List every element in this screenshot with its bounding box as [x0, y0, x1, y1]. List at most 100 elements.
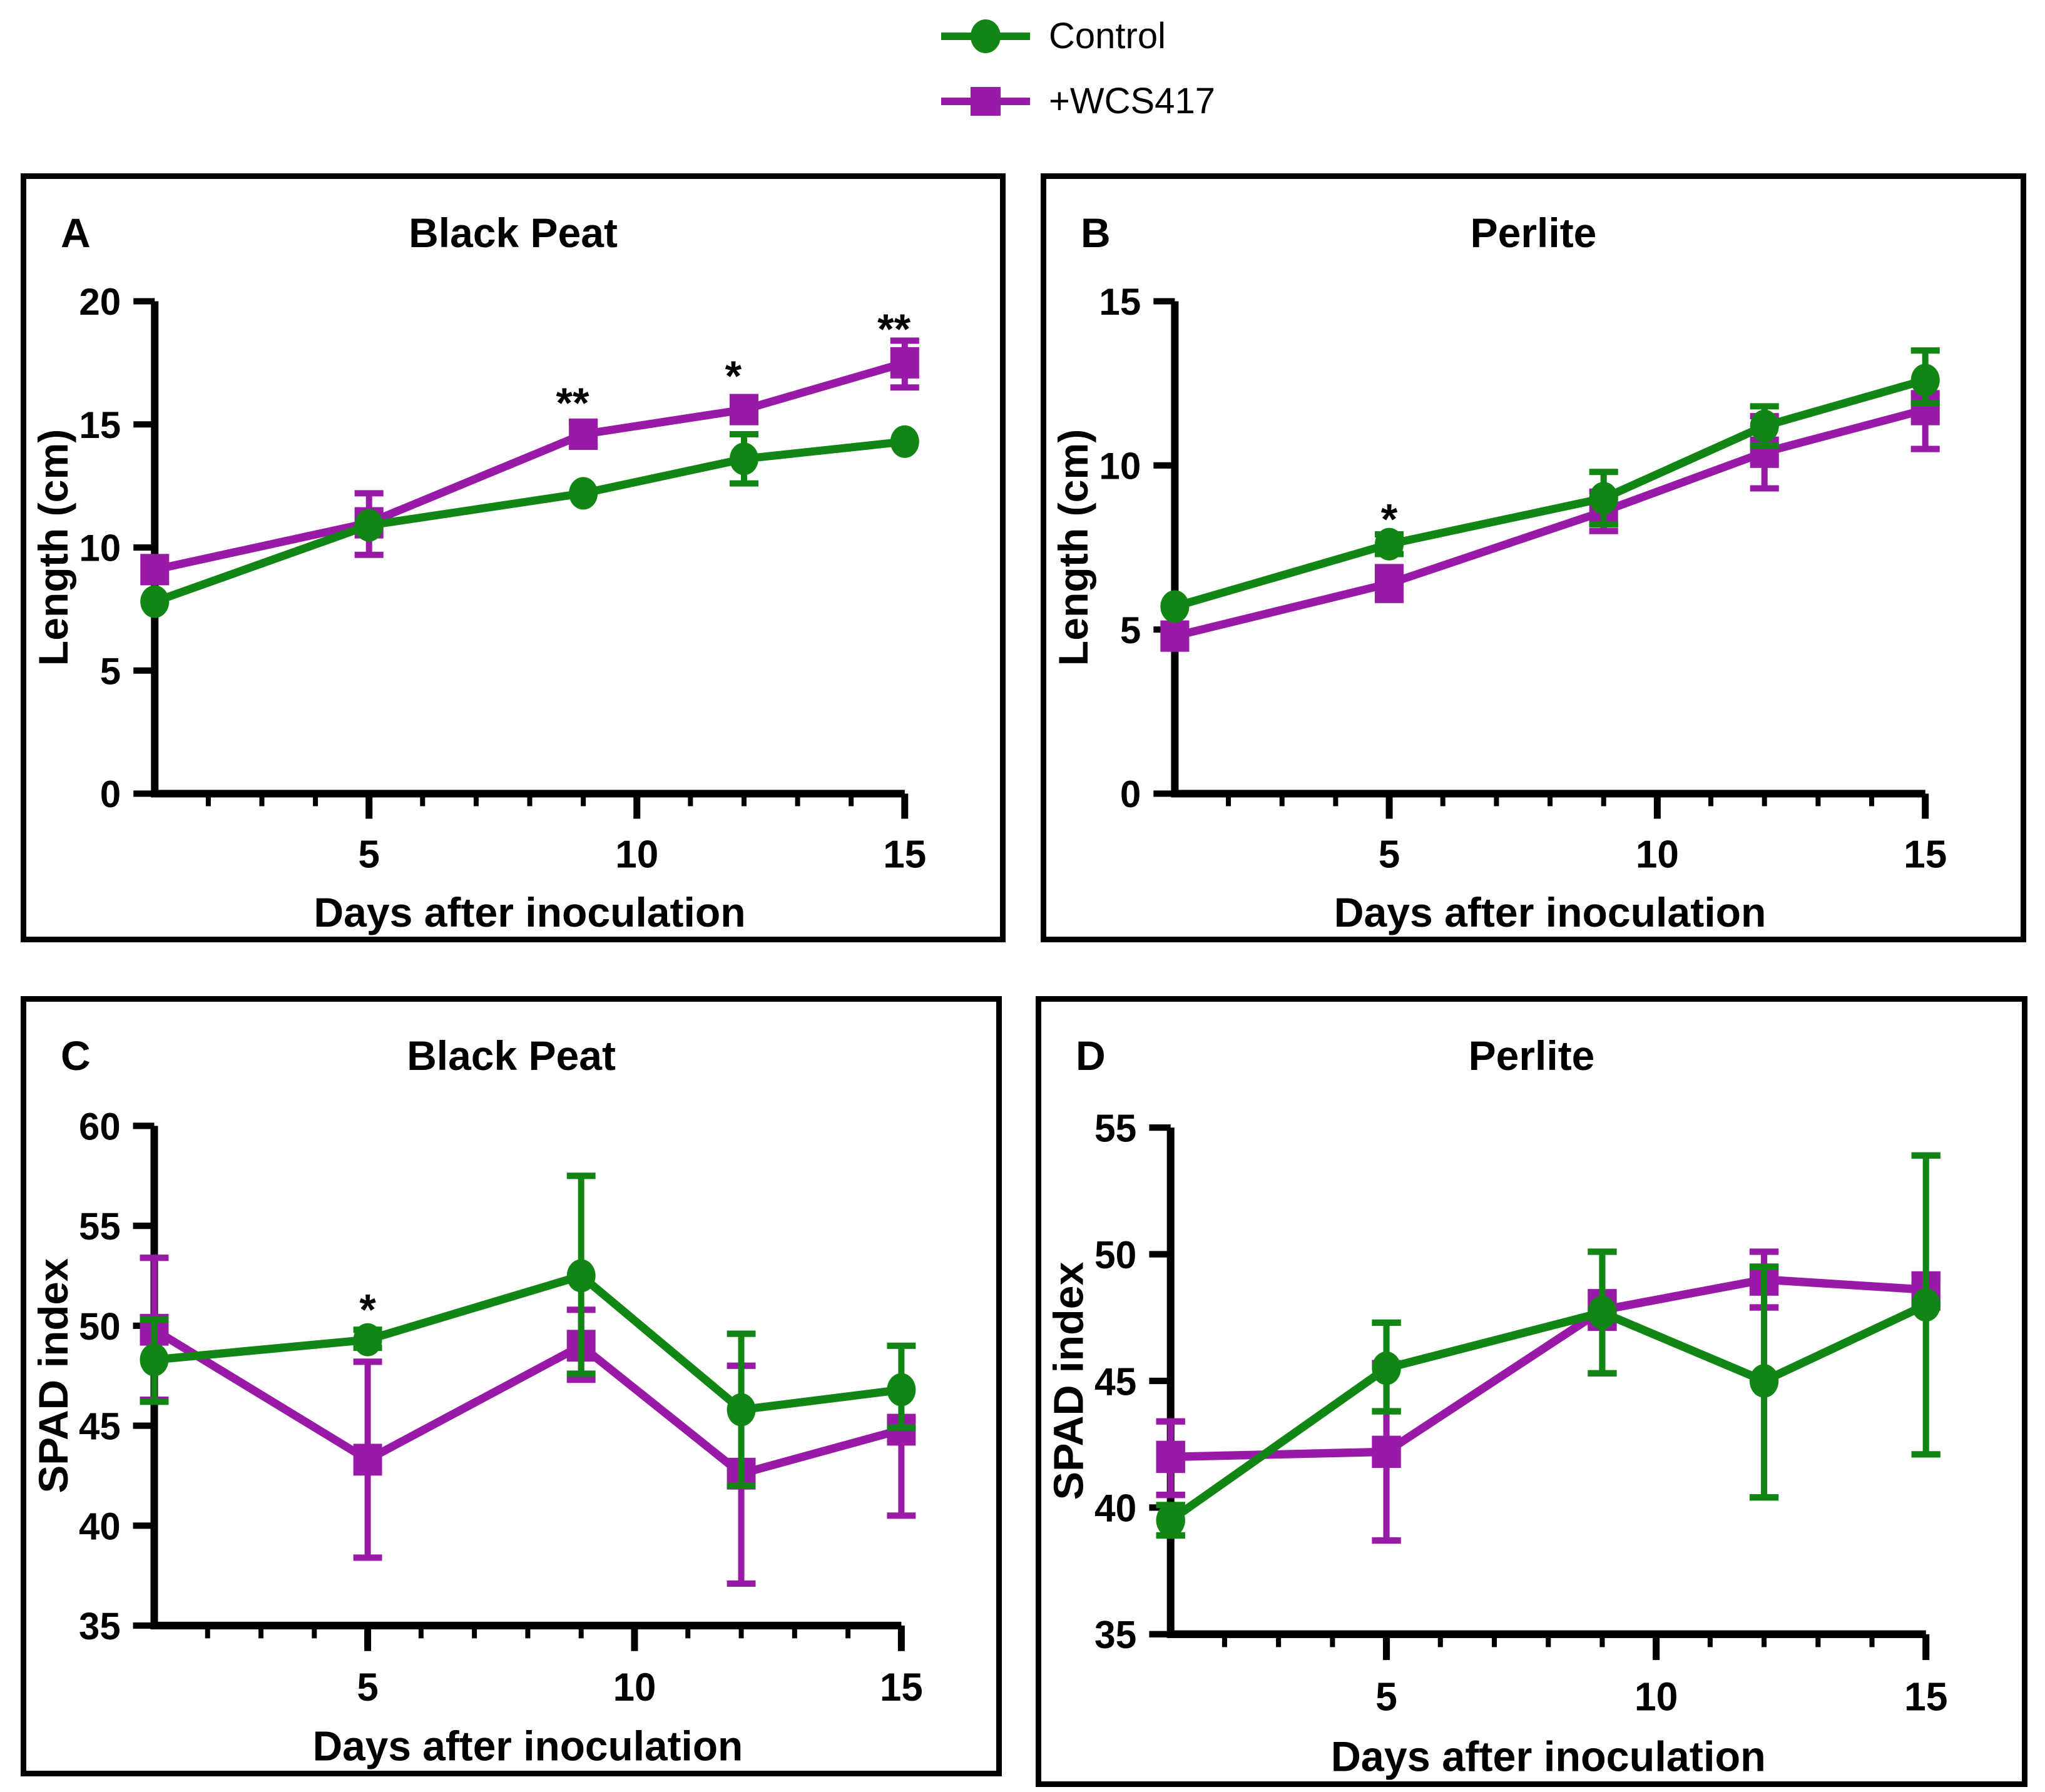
control-line-circle-icon — [941, 19, 1030, 53]
y-tick-label: 10 — [79, 527, 121, 569]
Control-circle-marker — [354, 509, 384, 542]
x-tick-label: 5 — [358, 833, 380, 877]
panel-d: D Perlite 35 40 45 50 55 5 10 15 SPAD index Days … — [1036, 996, 2027, 1787]
significance-annotation: ** — [556, 379, 589, 427]
x-tick-label: 10 — [1636, 833, 1679, 877]
panel-a: A Black Peat 0 5 10 15 20 5 10 15 Length (cm) Day… — [21, 173, 1006, 942]
significance-annotation: * — [1381, 496, 1398, 543]
y-tick-label: 0 — [1120, 773, 1141, 815]
x-axis-title: Days after inoculation — [314, 890, 745, 936]
y-tick-label: 40 — [1094, 1487, 1136, 1530]
panel-d-title: Perlite — [1468, 1032, 1595, 1079]
+WCS417-square-marker — [1375, 568, 1404, 599]
Control-circle-marker — [1589, 482, 1618, 515]
panel-c: C Black Peat 35 40 45 50 55 60 5 10 15 SPAD index… — [21, 996, 1002, 1776]
significance-annotation: * — [725, 352, 742, 400]
Control-line — [1173, 376, 1927, 611]
legend-label-control: Control — [1049, 16, 1166, 56]
+WCS417-line — [153, 359, 906, 574]
Control-circle-marker — [1911, 1288, 1940, 1322]
Control-circle-marker — [140, 585, 170, 618]
legend-item-wcs417: +WCS417 — [939, 81, 1215, 121]
wcs417-line-square-icon — [941, 87, 1030, 116]
Control-circle-marker — [1588, 1295, 1617, 1330]
x-tick-label: 5 — [1375, 1675, 1397, 1719]
x-tick-label: 5 — [357, 1666, 378, 1710]
y-tick-label: 45 — [1094, 1360, 1136, 1403]
panel-b: B Perlite 0 5 10 15 5 10 15 Length (cm) Days aft… — [1041, 173, 2026, 942]
y-axis-title: SPAD index — [31, 1258, 76, 1494]
+WCS417-line — [1170, 1275, 1927, 1462]
y-tick-label: 10 — [1099, 445, 1141, 487]
x-tick-label: 15 — [1904, 833, 1947, 877]
x-tick-label: 15 — [883, 833, 926, 877]
panel-b-title: Perlite — [1470, 210, 1597, 256]
+WCS417-square-marker — [1372, 1435, 1401, 1469]
x-axis-title: Days after inoculation — [313, 1723, 743, 1770]
+WCS417-square-marker — [353, 1443, 382, 1476]
y-tick-label: 35 — [1094, 1613, 1136, 1656]
panel-a-letter: A — [61, 210, 91, 256]
axes — [1171, 301, 1925, 798]
x-tick-label: 10 — [1634, 1675, 1678, 1719]
y-tick-label: 0 — [100, 773, 121, 815]
+WCS417-line — [1173, 405, 1927, 640]
y-tick-label: 40 — [79, 1505, 121, 1548]
y-tick-label: 55 — [1094, 1107, 1136, 1150]
panel-c-plot: 35 40 45 50 55 60 5 10 15 SPAD index Days after in… — [31, 1105, 922, 1770]
y-tick-label: 15 — [79, 404, 121, 446]
Control-circle-marker — [140, 1343, 169, 1377]
+WCS417-square-marker — [1156, 1440, 1185, 1474]
y-axis-title: Length (cm) — [31, 429, 77, 666]
y-axis-title: Length (cm) — [1051, 429, 1097, 666]
Control-line — [153, 1271, 902, 1414]
Control-circle-marker — [569, 477, 598, 510]
y-tick-label: 5 — [100, 650, 121, 692]
significance-annotation: ** — [877, 305, 910, 353]
y-tick-label: 60 — [79, 1105, 121, 1148]
+WCS417-square-marker — [140, 554, 170, 586]
x-tick-label: 10 — [613, 1666, 656, 1710]
Control-circle-marker — [1750, 409, 1779, 442]
Control-circle-marker — [1160, 590, 1190, 623]
y-tick-label: 55 — [79, 1205, 121, 1248]
Control-circle-marker — [1749, 1364, 1779, 1398]
x-axis-title: Days after inoculation — [1331, 1733, 1766, 1781]
Control-circle-marker — [353, 1323, 382, 1357]
Control-line — [153, 437, 905, 606]
y-tick-label: 50 — [79, 1305, 121, 1348]
+WCS417-square-marker — [890, 347, 919, 379]
Control-circle-marker — [727, 1393, 756, 1427]
legend-square-marker-icon — [971, 87, 1001, 116]
Control-circle-marker — [1372, 1351, 1401, 1385]
y-tick-label: 35 — [79, 1604, 121, 1647]
y-axis-title: SPAD index — [1046, 1262, 1092, 1500]
legend-label-wcs417: +WCS417 — [1049, 81, 1215, 121]
Control-circle-marker — [1375, 527, 1404, 561]
y-tick-label: 15 — [1099, 281, 1141, 323]
axes — [1166, 1128, 1926, 1639]
panel-b-plot: 0 5 10 15 5 10 15 Length (cm) Days after inocula… — [1051, 281, 1947, 936]
y-tick-label: 50 — [1094, 1233, 1136, 1276]
panel-c-letter: C — [61, 1032, 91, 1079]
significance-annotation: * — [359, 1286, 376, 1335]
x-tick-label: 5 — [1379, 833, 1400, 877]
panel-a-title: Black Peat — [409, 210, 618, 256]
panel-d-letter: D — [1076, 1032, 1106, 1079]
Control-circle-marker — [566, 1259, 596, 1293]
+WCS417-square-marker — [1160, 620, 1190, 652]
Control-line — [1168, 1301, 1928, 1524]
legend: Control +WCS417 — [939, 16, 1215, 121]
legend-item-control: Control — [939, 16, 1215, 56]
Control-circle-marker — [1156, 1503, 1185, 1537]
y-tick-label: 45 — [79, 1405, 121, 1448]
panel-c-title: Black Peat — [407, 1032, 616, 1079]
+WCS417-square-marker — [729, 394, 759, 425]
+WCS417-square-marker — [569, 418, 598, 451]
legend-circle-marker-icon — [971, 19, 1001, 53]
Control-circle-marker — [1910, 364, 1940, 397]
panel-b-letter: B — [1081, 210, 1111, 256]
